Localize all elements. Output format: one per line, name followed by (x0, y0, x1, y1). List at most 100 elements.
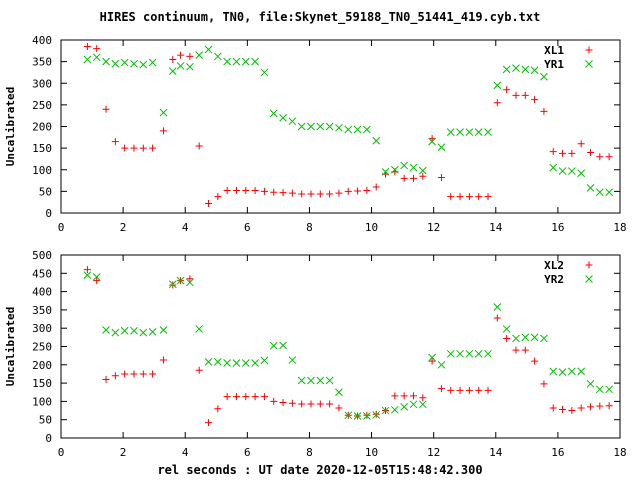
x-tick-label: 0 (58, 221, 65, 234)
data-point (540, 72, 548, 81)
data-point (586, 184, 595, 192)
data-point (484, 386, 492, 394)
legend-label: XL1 (544, 44, 564, 57)
legend-marker (585, 275, 593, 283)
data-point (559, 405, 567, 413)
data-point (437, 143, 446, 152)
data-point (474, 349, 483, 358)
y-tick-label: 350 (32, 304, 52, 317)
data-point (540, 380, 548, 388)
y-tick-label: 150 (32, 377, 52, 390)
data-point (559, 149, 567, 157)
data-point (596, 153, 604, 161)
data-point (549, 148, 557, 156)
data-point (605, 385, 613, 394)
data-point (159, 326, 168, 334)
data-point (521, 91, 529, 99)
plot-frame (60, 254, 621, 439)
data-point (353, 412, 362, 420)
data-point (558, 167, 567, 175)
data-point (139, 60, 148, 69)
data-point (586, 379, 595, 388)
data-point (428, 357, 436, 365)
data-point (176, 276, 185, 285)
x-tick-label: 10 (365, 221, 378, 234)
data-point (93, 45, 101, 53)
data-point (595, 385, 604, 394)
data-point (130, 370, 138, 378)
data-point (530, 333, 539, 342)
data-point (521, 346, 529, 354)
data-point (204, 45, 213, 54)
data-point (577, 404, 585, 412)
data-point (177, 51, 185, 59)
data-point (307, 190, 315, 198)
data-point (260, 393, 268, 401)
legend-label: YR2 (544, 273, 564, 286)
data-point (148, 58, 157, 67)
data-point (372, 183, 380, 191)
data-point (549, 367, 558, 376)
x-tick-label: 4 (182, 221, 189, 234)
y-axis-label: Uncalibrated (4, 87, 17, 166)
data-point (326, 190, 334, 198)
data-point (409, 174, 417, 182)
data-point (335, 404, 343, 412)
data-point (168, 67, 177, 75)
data-point (372, 136, 381, 145)
data-point (186, 52, 194, 60)
data-point (148, 328, 157, 336)
data-point (251, 393, 259, 401)
data-point (419, 172, 427, 180)
y-tick-label: 50 (39, 414, 52, 427)
data-point (270, 188, 278, 196)
legend-label: YR1 (544, 58, 564, 71)
data-point (316, 190, 324, 198)
data-point (475, 193, 483, 201)
data-point (493, 314, 501, 322)
data-point (326, 400, 334, 408)
data-point (521, 333, 530, 342)
data-point (83, 42, 91, 50)
chart-panel-1: 0 50 100 150 200 250 300 350 400 0 2 4 6 8 10 12 14 16 18 U… (4, 34, 627, 234)
data-point (251, 187, 259, 195)
data-point (372, 410, 380, 418)
data-point (418, 400, 427, 409)
data-point (260, 68, 269, 77)
data-point (111, 328, 120, 337)
data-point (474, 128, 483, 136)
data-point (325, 122, 334, 131)
x-tick-label: 16 (551, 446, 564, 459)
y-tick-label: 400 (32, 286, 52, 299)
data-point (335, 388, 343, 397)
data-point (381, 168, 390, 176)
y-tick-label: 100 (32, 164, 52, 177)
y-tick-label: 500 (32, 249, 52, 262)
data-point (307, 122, 315, 131)
y-tick-label: 200 (32, 121, 52, 134)
series-XL2 (83, 266, 613, 427)
data-point (521, 65, 530, 74)
data-point (419, 394, 427, 402)
data-point (241, 359, 250, 367)
data-point (316, 122, 325, 131)
data-point (102, 326, 110, 334)
data-point (502, 325, 511, 333)
data-point (120, 326, 129, 335)
data-point (446, 349, 455, 358)
x-tick-label: 12 (427, 446, 440, 459)
data-point (223, 359, 232, 367)
data-point (512, 346, 520, 354)
data-point (279, 398, 287, 406)
data-point (605, 402, 613, 410)
x-tick-label: 4 (182, 446, 189, 459)
data-point (307, 376, 315, 385)
data-point (223, 187, 231, 195)
data-point (232, 187, 240, 195)
data-point (437, 174, 445, 182)
data-point (269, 341, 278, 350)
data-point (493, 99, 501, 107)
data-point (586, 403, 594, 411)
data-point (512, 64, 520, 72)
data-point (400, 174, 408, 182)
